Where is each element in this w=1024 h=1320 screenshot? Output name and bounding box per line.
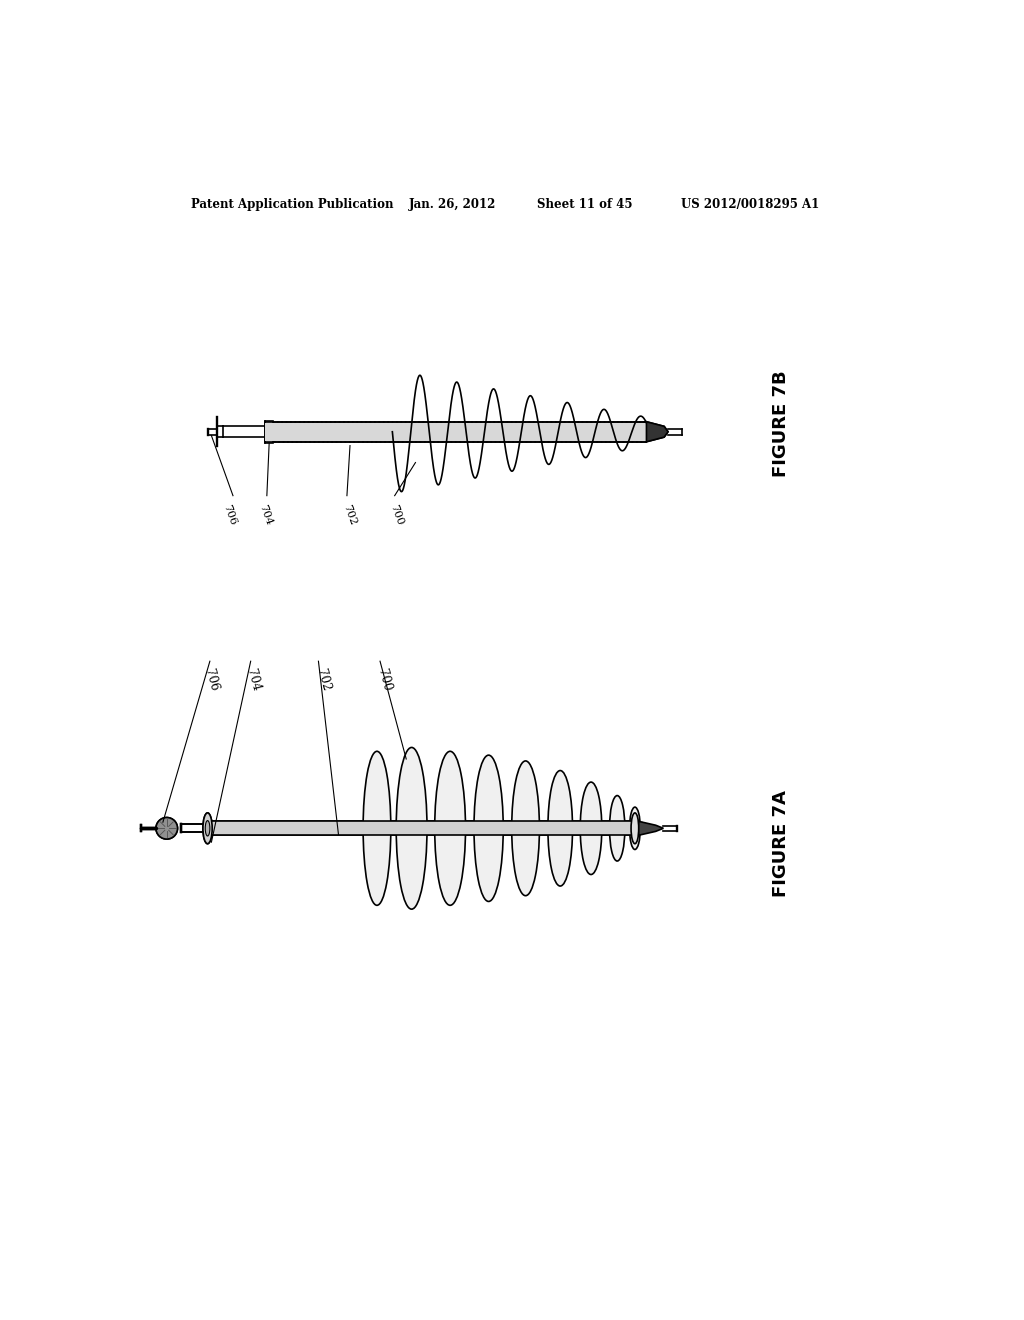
Text: Sheet 11 of 45: Sheet 11 of 45 bbox=[538, 198, 633, 211]
Ellipse shape bbox=[205, 821, 210, 836]
Text: 706: 706 bbox=[221, 503, 239, 527]
Circle shape bbox=[156, 817, 177, 840]
Ellipse shape bbox=[364, 751, 391, 906]
Bar bbox=[265, 422, 646, 442]
Text: 706: 706 bbox=[202, 668, 220, 693]
Ellipse shape bbox=[203, 813, 212, 843]
Text: Patent Application Publication: Patent Application Publication bbox=[190, 198, 393, 211]
Text: 702: 702 bbox=[313, 668, 332, 693]
Ellipse shape bbox=[581, 781, 602, 875]
Ellipse shape bbox=[474, 755, 503, 902]
Text: 702: 702 bbox=[341, 503, 357, 527]
Text: 704: 704 bbox=[258, 503, 274, 527]
Bar bbox=[265, 422, 646, 442]
Ellipse shape bbox=[205, 821, 210, 836]
Text: 704: 704 bbox=[245, 668, 263, 693]
Text: 700: 700 bbox=[388, 503, 406, 527]
Polygon shape bbox=[646, 422, 668, 442]
Bar bbox=[265, 421, 273, 442]
Circle shape bbox=[156, 817, 177, 840]
Text: US 2012/0018295 A1: US 2012/0018295 A1 bbox=[681, 198, 819, 211]
Text: FIGURE 7B: FIGURE 7B bbox=[772, 371, 791, 478]
Polygon shape bbox=[639, 821, 664, 836]
Ellipse shape bbox=[435, 751, 466, 906]
Bar bbox=[208, 821, 639, 836]
Ellipse shape bbox=[609, 796, 625, 861]
Bar bbox=[204, 821, 643, 836]
Ellipse shape bbox=[203, 813, 212, 843]
Ellipse shape bbox=[548, 771, 572, 886]
Polygon shape bbox=[646, 422, 668, 442]
Text: FIGURE 7A: FIGURE 7A bbox=[772, 791, 791, 898]
Text: 700: 700 bbox=[376, 668, 394, 693]
Text: Jan. 26, 2012: Jan. 26, 2012 bbox=[410, 198, 497, 211]
Ellipse shape bbox=[630, 807, 640, 850]
Ellipse shape bbox=[631, 813, 639, 843]
Bar bbox=[265, 422, 646, 441]
Ellipse shape bbox=[396, 747, 427, 909]
Ellipse shape bbox=[512, 760, 540, 896]
